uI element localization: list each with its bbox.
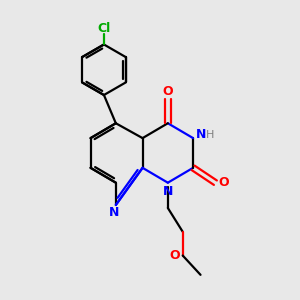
Text: N: N bbox=[196, 128, 207, 141]
Text: O: O bbox=[163, 85, 173, 98]
Text: O: O bbox=[218, 176, 229, 189]
Text: Cl: Cl bbox=[97, 22, 111, 34]
Text: H: H bbox=[206, 130, 214, 140]
Text: N: N bbox=[109, 206, 119, 219]
Text: N: N bbox=[163, 184, 174, 197]
Text: O: O bbox=[169, 249, 180, 262]
